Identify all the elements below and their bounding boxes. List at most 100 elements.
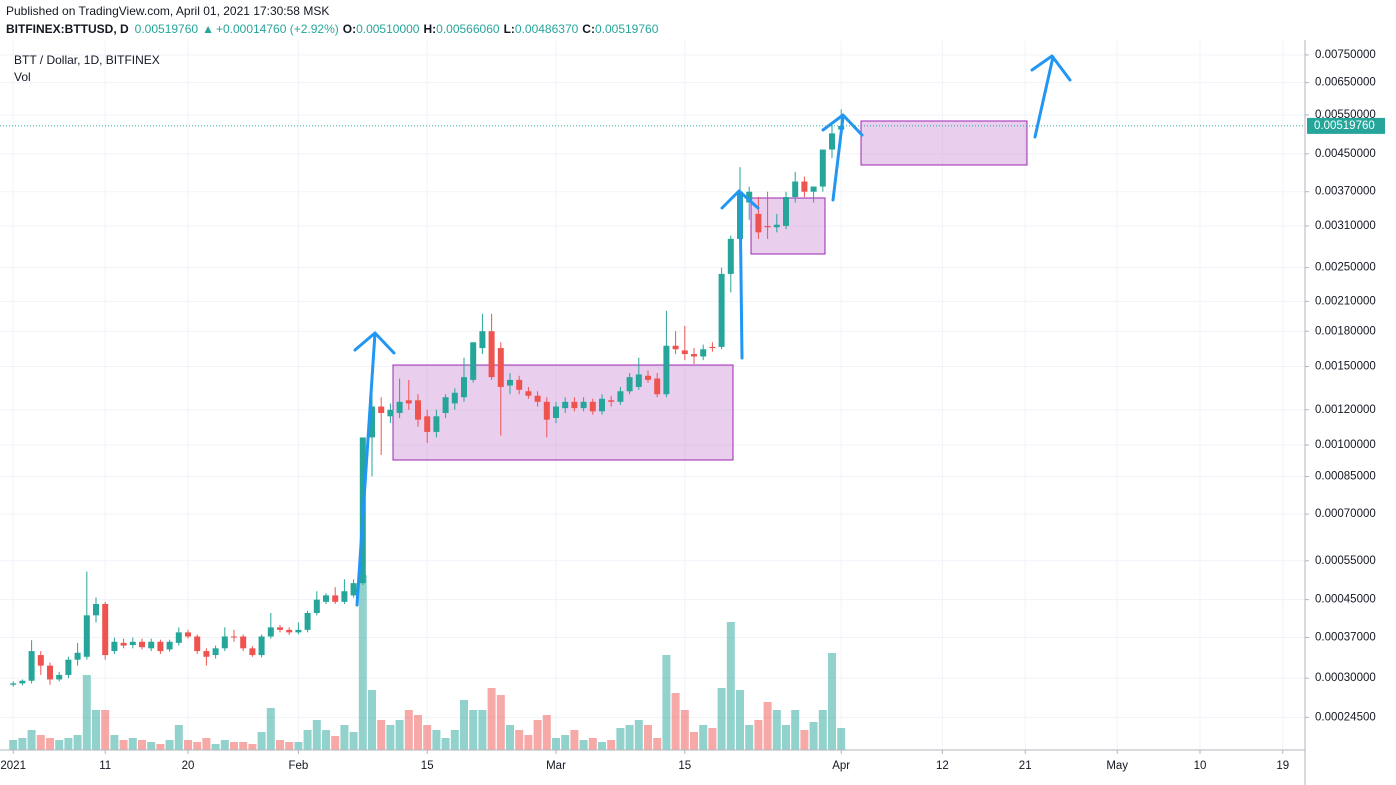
- volume-bar: [515, 730, 524, 750]
- y-tick-label: 0.00180000: [1315, 325, 1376, 337]
- ohlc-key: O:: [343, 22, 356, 36]
- candle-body: [488, 331, 495, 378]
- x-tick-label: 10: [1194, 760, 1207, 772]
- candle-body: [645, 375, 651, 380]
- candle-body: [589, 401, 596, 412]
- candle-body: [313, 599, 320, 614]
- legend-title: BTT / Dollar, 1D, BITFINEX: [14, 53, 160, 67]
- candle-body: [387, 409, 394, 417]
- candle-body: [626, 377, 633, 392]
- candle-body: [166, 641, 173, 650]
- volume-bar: [469, 710, 478, 750]
- candle-body: [37, 655, 44, 666]
- change: +0.00014760 (+2.92%): [216, 22, 339, 36]
- candle-body: [663, 345, 670, 395]
- volume-bar: [441, 738, 450, 750]
- volume-bar: [92, 710, 100, 750]
- volume-bar: [837, 728, 846, 750]
- y-tick-label: 0.00045000: [1315, 594, 1376, 606]
- candle-body: [553, 406, 559, 418]
- volume-bar: [588, 738, 597, 750]
- last: 0.00519760: [135, 22, 199, 36]
- arrow: [1030, 54, 1072, 139]
- volume-bar: [82, 675, 91, 750]
- y-tick-label: 0.00024500: [1315, 711, 1376, 723]
- candle-body: [461, 377, 467, 398]
- candle-body: [543, 401, 550, 420]
- candle-body: [74, 652, 81, 660]
- candle-body: [405, 400, 412, 404]
- candle-body: [185, 632, 191, 637]
- volume-bar: [450, 730, 459, 750]
- candle-body: [599, 398, 605, 412]
- candle-body: [258, 636, 265, 656]
- candle-body: [773, 224, 780, 228]
- ohlc-value: 0.00566060: [436, 22, 500, 36]
- volume-bar: [18, 738, 27, 750]
- volume-bar: [27, 730, 36, 750]
- volume-bar: [818, 710, 827, 750]
- candle-body: [829, 133, 835, 150]
- candle-body: [451, 392, 458, 404]
- candle-body: [709, 346, 716, 349]
- volume-bar: [561, 735, 570, 750]
- volume-bar: [349, 732, 358, 750]
- candle-body: [580, 401, 587, 409]
- x-tick-label: 2021: [0, 760, 26, 772]
- y-tick-label: 0.00030000: [1315, 672, 1376, 684]
- y-tick-label: 0.00210000: [1315, 295, 1376, 307]
- candle-body: [111, 641, 118, 652]
- candle-body: [525, 391, 532, 396]
- candle-body: [203, 651, 210, 657]
- candle-body: [120, 642, 127, 646]
- candle-body: [792, 181, 799, 198]
- volume-bar: [506, 725, 514, 750]
- candle-body: [727, 238, 734, 274]
- y-tick-label: 0.00055000: [1315, 555, 1376, 567]
- volume-bar: [570, 730, 579, 750]
- candle-body: [249, 648, 256, 656]
- candle-body: [442, 397, 449, 413]
- volume-bar: [478, 710, 487, 750]
- volume-bar: [165, 740, 174, 750]
- volume-bar: [248, 744, 257, 750]
- range-box: [392, 364, 734, 461]
- symbol: BITFINEX:BTTUSD, D: [6, 22, 129, 36]
- annotations: [392, 120, 1028, 461]
- candle-body: [755, 213, 762, 233]
- candle-body: [801, 181, 808, 192]
- volume-bar: [55, 740, 64, 750]
- candle-body: [19, 680, 26, 684]
- volume-bar: [763, 702, 772, 750]
- candle-body: [175, 632, 182, 643]
- candle-body: [764, 225, 771, 228]
- volume-bar: [745, 725, 754, 750]
- candle-body: [497, 348, 504, 387]
- candle-body: [516, 379, 523, 390]
- y-tick-label: 0.00650000: [1315, 77, 1376, 89]
- arrow: ▲: [202, 22, 214, 36]
- volume-bar: [9, 740, 18, 750]
- volume-bar: [634, 720, 643, 750]
- ohlc-key: C:: [582, 22, 595, 36]
- x-tick-label: May: [1106, 760, 1128, 772]
- candle-body: [93, 603, 99, 616]
- x-tick-label: 11: [99, 760, 111, 772]
- volume-bar: [303, 730, 312, 750]
- candle-body: [378, 406, 385, 413]
- y-tick-label: 0.00100000: [1315, 439, 1376, 451]
- volume-bar: [368, 690, 376, 750]
- volume-bar: [174, 725, 183, 750]
- volume-bar: [607, 740, 616, 750]
- candle-body: [102, 603, 109, 656]
- y-tick-label: 0.00150000: [1315, 361, 1376, 373]
- candle-body: [231, 636, 237, 638]
- candle-body: [534, 395, 541, 402]
- y-tick-label: 0.00120000: [1315, 404, 1376, 416]
- candle-body: [277, 627, 283, 630]
- candle-body: [783, 197, 789, 226]
- y-tick-label: 0.00310000: [1315, 220, 1376, 232]
- volume-bar: [404, 710, 413, 750]
- volume-bar: [644, 725, 652, 750]
